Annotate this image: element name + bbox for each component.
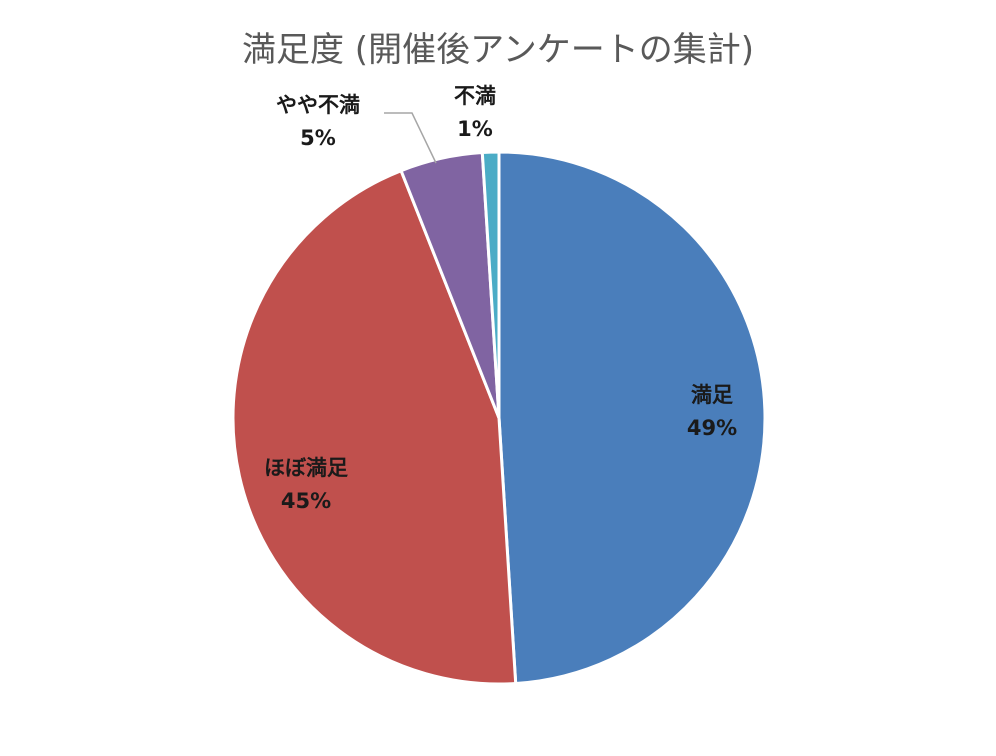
chart-title: 満足度 (開催後アンケートの集計) [242,30,754,70]
slice-value-label-2: 45% [281,489,331,513]
slice-category-label-1: 満足 [691,383,733,407]
slice-value-label-1: 49% [687,416,737,440]
slice-category-label-3: やや不満 [276,93,360,117]
slice-value-label-4: 1% [457,117,493,141]
slice-value-label-3: 5% [300,126,336,150]
slice-category-label-4: 不満 [454,84,496,108]
pie-slice-1 [497,150,767,686]
leader-line-3 [384,112,437,164]
slice-category-label-2: ほぼ満足 [264,456,348,480]
pie-slice-4 [480,150,501,419]
pie-slice-2 [231,168,518,686]
